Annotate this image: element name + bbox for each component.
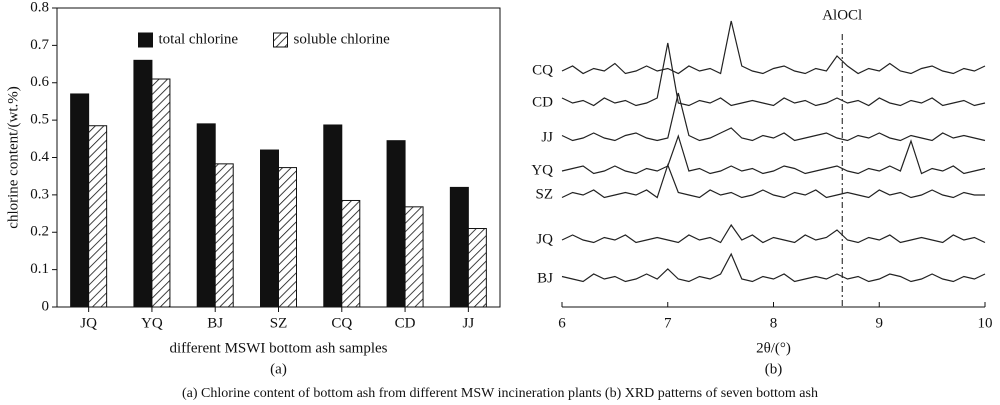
y-tick-label: 0.4 bbox=[30, 149, 49, 165]
y-tick-label: 0.5 bbox=[30, 112, 49, 128]
bar bbox=[214, 163, 234, 308]
x-tick-label: CQ bbox=[331, 315, 352, 331]
series-label: JJ bbox=[541, 129, 553, 145]
bar bbox=[467, 228, 487, 308]
bar bbox=[133, 59, 153, 308]
xrd-trace bbox=[561, 92, 986, 142]
legend-label: soluble chlorine bbox=[294, 31, 391, 47]
annotation: AlOCl bbox=[822, 7, 862, 23]
series-label: CQ bbox=[532, 62, 553, 78]
x-tick-label: 9 bbox=[876, 315, 884, 331]
legend-swatch bbox=[138, 32, 153, 48]
x-tick-label: YQ bbox=[141, 315, 163, 331]
series-label: CD bbox=[532, 94, 553, 110]
figure-caption: (a) Chlorine content of bottom ash from … bbox=[182, 386, 818, 401]
y-axis-label: chlorine content/(wt.%) bbox=[5, 86, 21, 228]
xrd-trace bbox=[561, 134, 986, 175]
y-tick-label: 0.7 bbox=[30, 37, 49, 53]
series-label: SZ bbox=[535, 186, 553, 202]
x-tick-label: CD bbox=[395, 315, 416, 331]
xrd-trace bbox=[561, 20, 986, 75]
xrd-trace bbox=[561, 42, 986, 107]
bar bbox=[323, 124, 343, 308]
series-label: JQ bbox=[536, 231, 553, 247]
x-tick-label: BJ bbox=[207, 315, 223, 331]
bar bbox=[196, 123, 216, 308]
series-label: YQ bbox=[531, 162, 553, 178]
y-tick-label: 0.8 bbox=[30, 0, 49, 15]
panel-label: (a) bbox=[270, 361, 287, 377]
x-tick-label: JJ bbox=[463, 315, 475, 331]
y-tick-label: 0.1 bbox=[30, 261, 49, 277]
x-tick-label: SZ bbox=[270, 315, 288, 331]
xrd-trace bbox=[561, 163, 985, 199]
legend-swatch bbox=[273, 32, 288, 48]
bar bbox=[341, 199, 361, 308]
x-axis-label: different MSWI bottom ash samples bbox=[169, 340, 387, 356]
bar bbox=[278, 167, 297, 308]
bar bbox=[88, 125, 108, 308]
x-tick-label: JQ bbox=[80, 315, 97, 331]
x-axis-label: 2θ/(°) bbox=[756, 340, 791, 356]
x-tick-label: 8 bbox=[770, 315, 778, 331]
x-tick-label: 6 bbox=[558, 315, 566, 331]
bar bbox=[449, 186, 469, 308]
bar bbox=[386, 140, 406, 308]
bar bbox=[260, 149, 279, 308]
x-tick-label: 10 bbox=[978, 315, 993, 331]
y-tick-label: 0.2 bbox=[30, 224, 49, 240]
bar bbox=[151, 78, 171, 308]
xrd-trace bbox=[561, 252, 986, 283]
bar bbox=[70, 93, 90, 308]
y-tick-label: 0.3 bbox=[30, 186, 49, 202]
y-tick-label: 0.6 bbox=[30, 74, 49, 90]
panel-label: (b) bbox=[765, 361, 783, 377]
y-tick-label: 0 bbox=[42, 298, 50, 314]
series-label: BJ bbox=[537, 270, 553, 286]
bar bbox=[404, 206, 424, 308]
legend-label: total chlorine bbox=[159, 31, 239, 47]
xrd-trace bbox=[561, 223, 986, 244]
x-tick-label: 7 bbox=[664, 315, 672, 331]
